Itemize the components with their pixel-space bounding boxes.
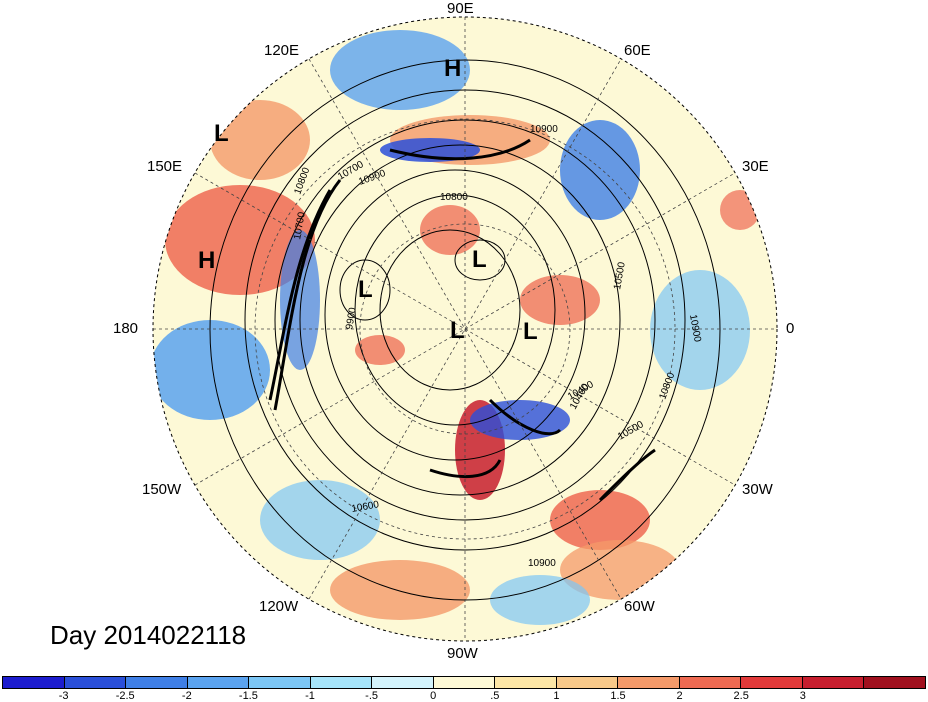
colorbar-segment — [249, 677, 311, 688]
colorbar-tick-label: 1 — [553, 690, 560, 702]
contour-label: 10900 — [528, 558, 556, 569]
longitude-label: 90W — [447, 645, 478, 662]
date-title: Day 2014022118 — [50, 620, 247, 650]
contour-label: 10800 — [440, 192, 468, 203]
colorbar-tick-label: -3 — [58, 690, 69, 702]
low-pressure-marker: L — [450, 317, 465, 344]
longitude-label: 150E — [147, 158, 183, 175]
longitude-label: 150W — [142, 481, 182, 498]
longitude-label: 30E — [742, 158, 769, 175]
colorbar-tick-label: 2 — [676, 690, 683, 702]
colorbar — [2, 676, 926, 689]
colorbar-segment — [64, 677, 127, 688]
contour-label: 10900 — [687, 314, 703, 344]
contour-label: 10500 — [612, 261, 628, 291]
colorbar-tick-label: 1.5 — [610, 690, 626, 702]
low-pressure-marker: L — [214, 120, 229, 147]
colorbar-tick-label: -1.5 — [238, 690, 258, 702]
colorbar-segment — [310, 677, 373, 688]
colorbar-tick-label: -2 — [181, 690, 192, 702]
colorbar-segment — [126, 677, 188, 688]
low-pressure-marker: L — [523, 318, 538, 345]
colorbar-segment — [741, 677, 803, 688]
colorbar-segment — [556, 677, 619, 688]
longitude-label: 120W — [259, 598, 299, 615]
low-pressure-marker: L — [472, 246, 487, 273]
longitude-label: 90E — [447, 0, 474, 17]
colorbar-segment — [618, 677, 680, 688]
colorbar-tick-label: .5 — [490, 690, 500, 702]
colorbar-tick-label: 2.5 — [733, 690, 749, 702]
colorbar-segment — [433, 677, 496, 688]
colorbar-tick-label: 0 — [430, 690, 437, 702]
colorbar-segment — [3, 677, 65, 688]
anomaly-field — [153, 17, 777, 641]
colorbar-tick-label: -2.5 — [115, 690, 135, 702]
longitude-label: 180 — [113, 320, 139, 337]
colorbar-segment — [372, 677, 434, 688]
high-pressure-marker: H — [198, 247, 216, 274]
colorbar-segment — [802, 677, 865, 688]
low-pressure-marker: L — [358, 276, 373, 303]
colorbar-tick-label: -1 — [305, 690, 315, 702]
colorbar-segment — [864, 677, 925, 688]
colorbar-segment — [679, 677, 742, 688]
longitude-label: 120E — [264, 42, 300, 59]
high-pressure-marker: H — [444, 55, 462, 82]
longitude-label: 30W — [742, 481, 773, 498]
longitude-label: 60E — [624, 42, 651, 59]
colorbar-segment — [495, 677, 557, 688]
contour-label: 9900 — [344, 306, 359, 330]
contour-label: 10600 — [351, 499, 381, 515]
longitude-label: 60W — [624, 598, 655, 615]
longitude-label: 0 — [786, 320, 795, 337]
colorbar-segment — [187, 677, 250, 688]
colorbar-tick-label: -.5 — [365, 690, 379, 702]
contour-label: 10700 — [292, 211, 308, 241]
contour-label: 10900 — [530, 124, 558, 135]
colorbar-tick-label: 3 — [799, 690, 806, 702]
